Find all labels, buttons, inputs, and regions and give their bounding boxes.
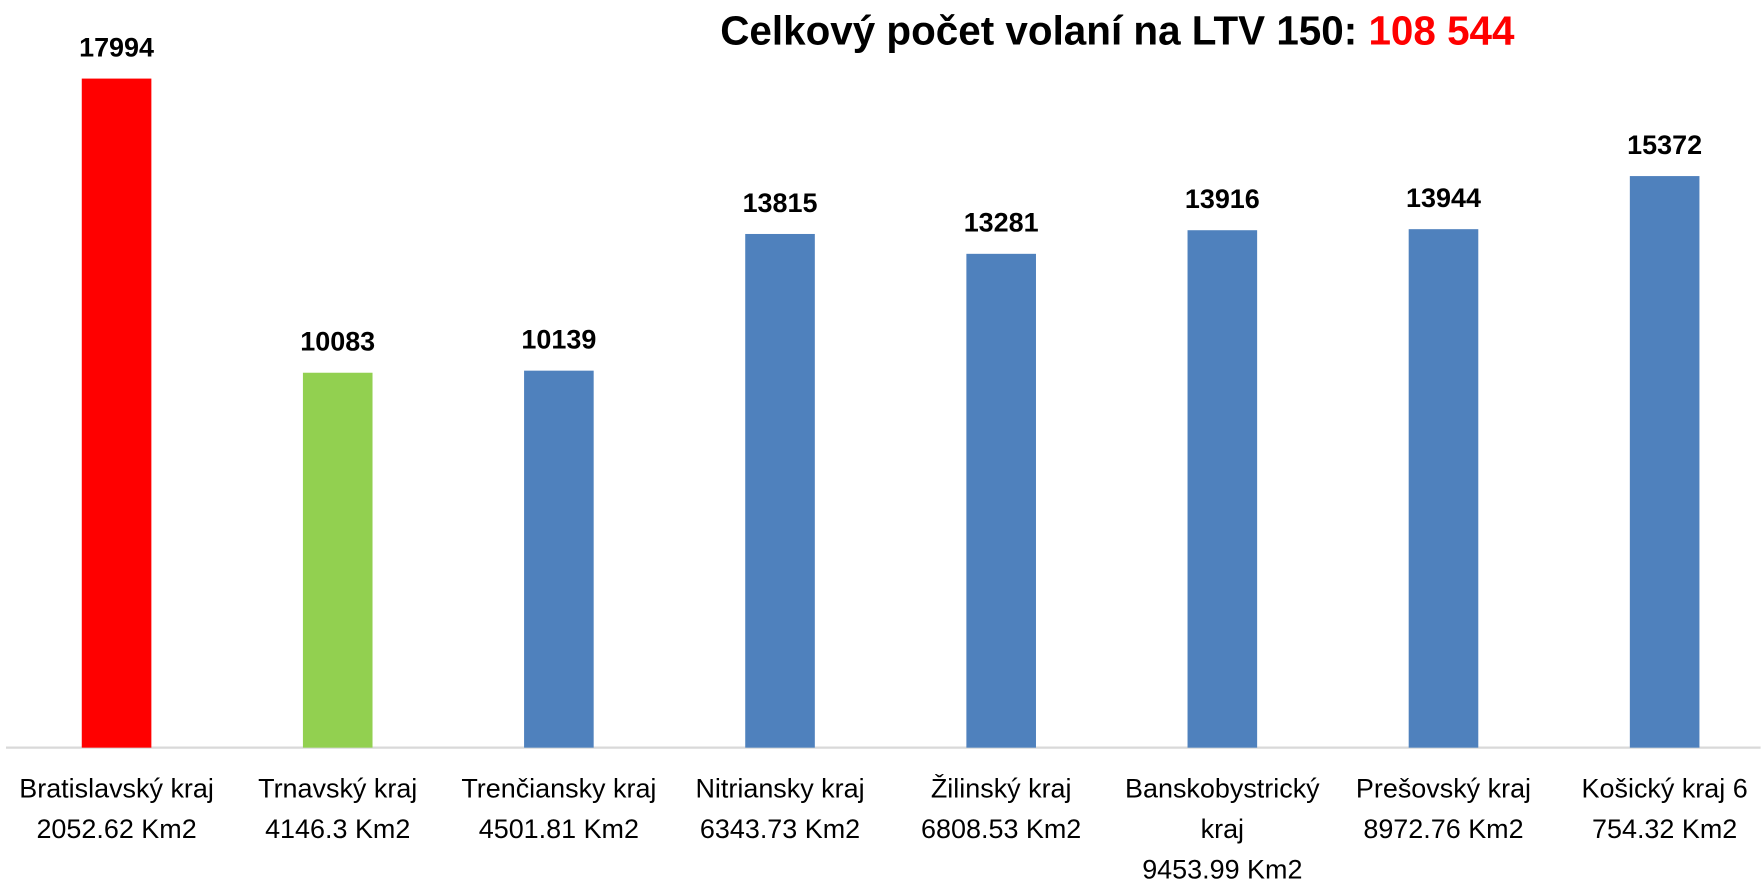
x-tick-label: 9453.99 Km2 (1142, 854, 1302, 879)
value-label: 13815 (743, 188, 818, 218)
x-tick-label: 4146.3 Km2 (265, 814, 410, 844)
bar (302, 372, 373, 748)
bar (966, 253, 1036, 748)
x-tick-label: 6808.53 Km2 (921, 814, 1081, 844)
bar (745, 233, 815, 748)
bar (1408, 229, 1479, 748)
value-label: 15372 (1627, 130, 1702, 160)
bar (1187, 230, 1258, 748)
value-label: 10083 (300, 327, 375, 357)
x-tick-label: 6343.73 Km2 (700, 814, 860, 844)
x-tick-label: Žilinský kraj (931, 772, 1072, 803)
bar (524, 370, 594, 748)
x-tick-label: Košický kraj 6 (1582, 773, 1748, 803)
x-tick-label: Prešovský kraj (1356, 773, 1531, 803)
value-label: 13281 (964, 208, 1039, 238)
value-label: 17994 (79, 33, 154, 63)
bar (81, 78, 152, 748)
value-label: 13944 (1406, 183, 1481, 213)
x-tick-label: 754.32 Km2 (1592, 814, 1737, 844)
title-total: 108 544 (1368, 7, 1515, 53)
bar (1629, 176, 1700, 748)
x-tick-label: 8972.76 Km2 (1363, 814, 1523, 844)
x-tick-label: 2052.62 Km2 (36, 814, 196, 844)
x-tick-label: Nitriansky kraj (695, 773, 864, 803)
x-tick-label: 4501.81 Km2 (479, 814, 639, 844)
x-tick-label: Trenčiansky kraj (461, 773, 656, 803)
chart-title: Celkový počet volaní na LTV 150: 108 544 (720, 7, 1515, 53)
x-tick-label: kraj (1201, 814, 1244, 844)
x-tick-label: Trnavský kraj (258, 773, 417, 803)
value-label: 13916 (1185, 184, 1260, 214)
x-tick-label: Bratislavský kraj (19, 773, 214, 803)
x-tick-label: Banskobystrický (1125, 773, 1320, 803)
title-text: Celkový počet volaní na LTV 150: (720, 7, 1357, 53)
value-label: 10139 (521, 325, 596, 355)
